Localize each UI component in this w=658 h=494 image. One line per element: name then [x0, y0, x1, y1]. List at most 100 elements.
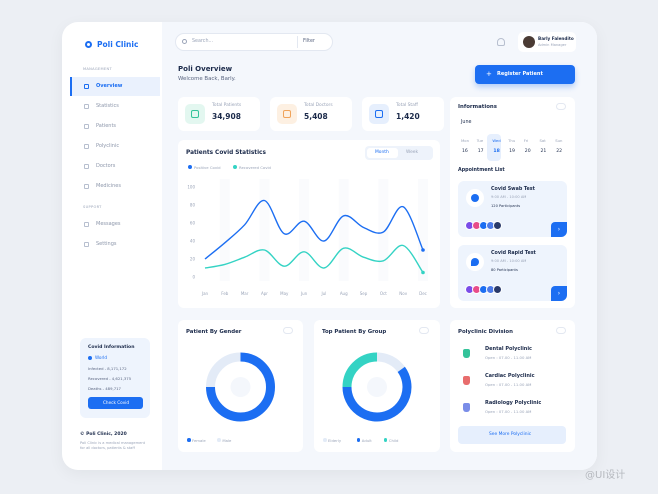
plus-icon: +: [486, 70, 492, 78]
filter-label[interactable]: Filter: [303, 39, 315, 44]
check-covid-label: Check Covid: [103, 400, 129, 405]
stat-glyph: [191, 110, 199, 118]
search-box[interactable]: [175, 33, 333, 51]
footer-note: Poli Clinic is a medical management for …: [80, 441, 146, 450]
stat-label: Total Doctors: [304, 103, 333, 108]
donut-title: Top Patient By Group: [322, 329, 387, 335]
donut-title: Patient By Gender: [186, 329, 242, 335]
more-btn[interactable]: [283, 327, 293, 334]
avatar: [523, 36, 535, 48]
section-title: MANAGEMENT: [83, 67, 112, 71]
covid-stat: Deaths - 489,717: [88, 386, 121, 391]
legend-dot: [187, 438, 191, 442]
polyclinic-name[interactable]: Dental Polyclinic: [485, 346, 533, 352]
day-date[interactable]: 16: [462, 149, 468, 154]
polyclinic-hours: Open : 07.00 - 11.00 AM: [485, 382, 532, 387]
stat-icon: [369, 104, 389, 124]
appointment-go[interactable]: ›: [551, 222, 567, 237]
menu-icon: [84, 104, 89, 109]
page-title: Poli Overview: [178, 65, 233, 73]
day-date[interactable]: 18: [493, 149, 500, 154]
see-more-label: See More Polyclinic: [489, 432, 532, 437]
day-name[interactable]: Thu: [508, 138, 516, 143]
menu-item[interactable]: Polyclinic: [96, 143, 120, 149]
stat-icon: [185, 104, 205, 124]
active-item-bg: [70, 77, 160, 96]
legend-label: Child: [388, 437, 399, 443]
appointment-go[interactable]: ›: [551, 286, 567, 301]
appointment-title: Appointment List: [458, 168, 505, 173]
polyclinic-name[interactable]: Radiology Polyclinic: [485, 400, 542, 406]
menu-icon: [84, 184, 89, 189]
tab[interactable]: Month: [375, 150, 389, 155]
menu-item[interactable]: Messages: [96, 221, 121, 227]
day-name[interactable]: Sat: [539, 138, 546, 143]
tab-active[interactable]: [367, 148, 398, 158]
day-date[interactable]: 22: [556, 149, 563, 154]
menu-icon: [84, 144, 89, 149]
search-placeholder: Search...: [192, 39, 214, 44]
see-more-btn[interactable]: [458, 426, 566, 444]
day-date[interactable]: 21: [540, 149, 547, 154]
brand-logo: [85, 41, 92, 48]
day-name[interactable]: Sun: [555, 138, 563, 143]
legend-label: Positive Covid: [194, 164, 221, 170]
participant-avatar: [493, 285, 502, 294]
menu-item[interactable]: Settings: [96, 241, 117, 247]
menu-icon: [84, 242, 89, 247]
bell[interactable]: [497, 38, 505, 46]
legend-dot: [323, 438, 327, 442]
stat-icon: [277, 104, 297, 124]
day-name[interactable]: Tue: [476, 138, 484, 143]
covid-stat: Recovered - 4,621,375: [88, 376, 132, 381]
menu-item[interactable]: Statistics: [96, 103, 119, 109]
menu-icon: [84, 84, 89, 89]
stat-label: Total Staff: [396, 103, 418, 108]
polyclinic-name[interactable]: Cardiac Polyclinic: [485, 373, 535, 379]
search-divider: [297, 36, 298, 48]
day-name[interactable]: Wed: [492, 138, 501, 143]
footer-copyright: © Poli Clinic, 2020: [80, 432, 127, 437]
appointment-glyph: [471, 194, 479, 202]
menu-item[interactable]: Doctors: [96, 163, 116, 169]
polyclinic-hours: Open : 07.00 - 11.00 AM: [485, 409, 532, 414]
legend-label: Adult: [361, 437, 372, 443]
legend-label: Elderly: [328, 437, 342, 443]
appointment-name: Covid Swab Test: [491, 187, 535, 192]
legend-dot: [356, 438, 361, 442]
stat-value: 5,408: [304, 112, 328, 121]
polyclinic-icon: [463, 349, 470, 358]
legend-label: Recovered Covid: [239, 164, 271, 170]
menu-item[interactable]: Medicines: [96, 183, 121, 189]
donut-card: [178, 320, 303, 452]
more-btn[interactable]: [556, 103, 566, 110]
covid-stat: Infected - 8,171,172: [88, 366, 127, 371]
appointment-participants: 80 Participants: [491, 268, 518, 272]
user-name: Barly Falendito: [538, 36, 574, 41]
menu-icon: [84, 222, 89, 227]
day-date[interactable]: 19: [509, 149, 515, 154]
more-btn[interactable]: [556, 327, 566, 334]
covid-region: World: [95, 355, 108, 360]
register-label: Register Patient: [497, 71, 543, 77]
day-date[interactable]: 17: [477, 149, 484, 154]
legend-dot: [383, 438, 388, 442]
stat-value: 34,908: [212, 112, 241, 121]
register-btn[interactable]: [475, 65, 575, 84]
day-name[interactable]: Fri: [523, 138, 529, 143]
check-covid-btn[interactable]: [88, 397, 143, 409]
more-btn[interactable]: [419, 327, 429, 334]
tab[interactable]: Week: [406, 150, 419, 155]
day-name[interactable]: Mon: [461, 138, 470, 143]
menu-item[interactable]: Patients: [96, 123, 117, 129]
appointment-time: 9:00 AM - 10:00 AM: [491, 259, 527, 263]
watermark: @UI设计: [585, 470, 626, 481]
month-select[interactable]: June: [461, 120, 472, 125]
day-date[interactable]: 20: [524, 149, 531, 154]
region-dot: [88, 356, 92, 360]
polyclinic-icon: [463, 376, 470, 385]
polyclinic-hours: Open : 07.00 - 11.00 AM: [485, 355, 532, 360]
menu-item[interactable]: Overview: [96, 83, 123, 89]
stat-glyph: [375, 110, 383, 118]
